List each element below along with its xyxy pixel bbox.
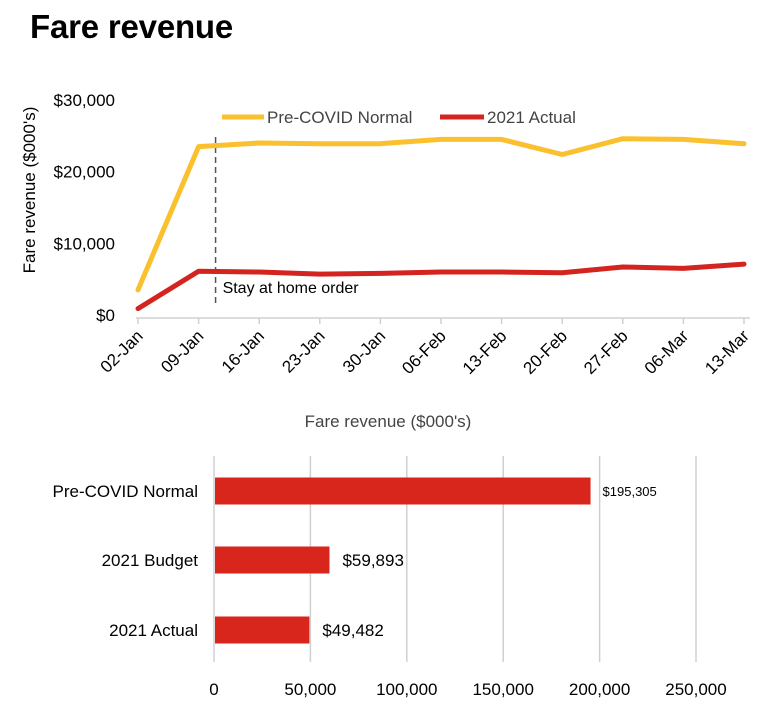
line-x-tick-label: 30-Jan [339, 326, 389, 376]
line-x-tick-label: 20-Feb [519, 326, 571, 378]
bar-chart: Fare revenue ($000's) 0 50,000 100,000 150,… [53, 412, 727, 699]
bar-x-tick-label: 200,000 [569, 680, 630, 699]
line-y-ticks: $0 $10,000 $20,000 $30,000 [54, 91, 115, 325]
line-series [135, 136, 747, 312]
legend-label-pre-covid: Pre-COVID Normal [267, 108, 412, 127]
line-y-tick-label: $10,000 [54, 234, 115, 253]
bars: Pre-COVID Normal $195,305 2021 Budget $59,8… [53, 477, 657, 644]
line-y-tick-label: $30,000 [54, 91, 115, 110]
line-x-tick-label: 13-Mar [701, 326, 753, 378]
line-y-tick-label: $20,000 [54, 163, 115, 182]
bar-x-ticks: 0 50,000 100,000 150,000 200,000 250,000 [209, 680, 726, 699]
line-x-tick-label: 16-Jan [218, 326, 268, 376]
line-x-tick-label: 06-Feb [398, 326, 450, 378]
bar-x-tick-label: 250,000 [665, 680, 726, 699]
bar-x-tick-label: 150,000 [472, 680, 533, 699]
line-x-tick-label: 09-Jan [157, 326, 207, 376]
bar-category-label: 2021 Actual [109, 621, 198, 640]
page-title: Fare revenue [30, 8, 234, 45]
line-chart: Fare revenue ($000's) $0 $10,000 $20,000 $3… [20, 91, 753, 378]
line-x-tick-label: 27-Feb [580, 326, 632, 378]
bar-data-label: $49,482 [322, 621, 383, 640]
bar-data-label: $195,305 [603, 484, 657, 499]
stay-at-home-label: Stay at home order [223, 280, 360, 297]
bar-category-label: 2021 Budget [102, 551, 199, 570]
bar-data-label: $59,893 [342, 551, 403, 570]
bar [215, 477, 591, 505]
bar-category-label: Pre-COVID Normal [53, 482, 198, 501]
bar [215, 546, 330, 574]
bar-x-tick-label: 0 [209, 680, 218, 699]
line-x-ticks: 02-Jan 09-Jan 16-Jan 23-Jan 30-Jan 06-Feb 13-F… [97, 318, 753, 378]
bar [215, 616, 310, 644]
line-x-tick-label: 06-Mar [641, 326, 693, 378]
bar-x-tick-label: 50,000 [284, 680, 336, 699]
legend: Pre-COVID Normal 2021 Actual [222, 108, 576, 127]
bar-chart-title: Fare revenue ($000's) [305, 412, 472, 431]
line-x-tick-label: 13-Feb [459, 326, 511, 378]
line-y-tick-label: $0 [96, 306, 115, 325]
line-x-tick-label: 02-Jan [97, 326, 147, 376]
bar-x-tick-label: 100,000 [376, 680, 437, 699]
line-x-tick-label: 23-Jan [278, 326, 328, 376]
line-y-axis-title: Fare revenue ($000's) [20, 107, 39, 274]
legend-label-2021-actual: 2021 Actual [487, 108, 576, 127]
